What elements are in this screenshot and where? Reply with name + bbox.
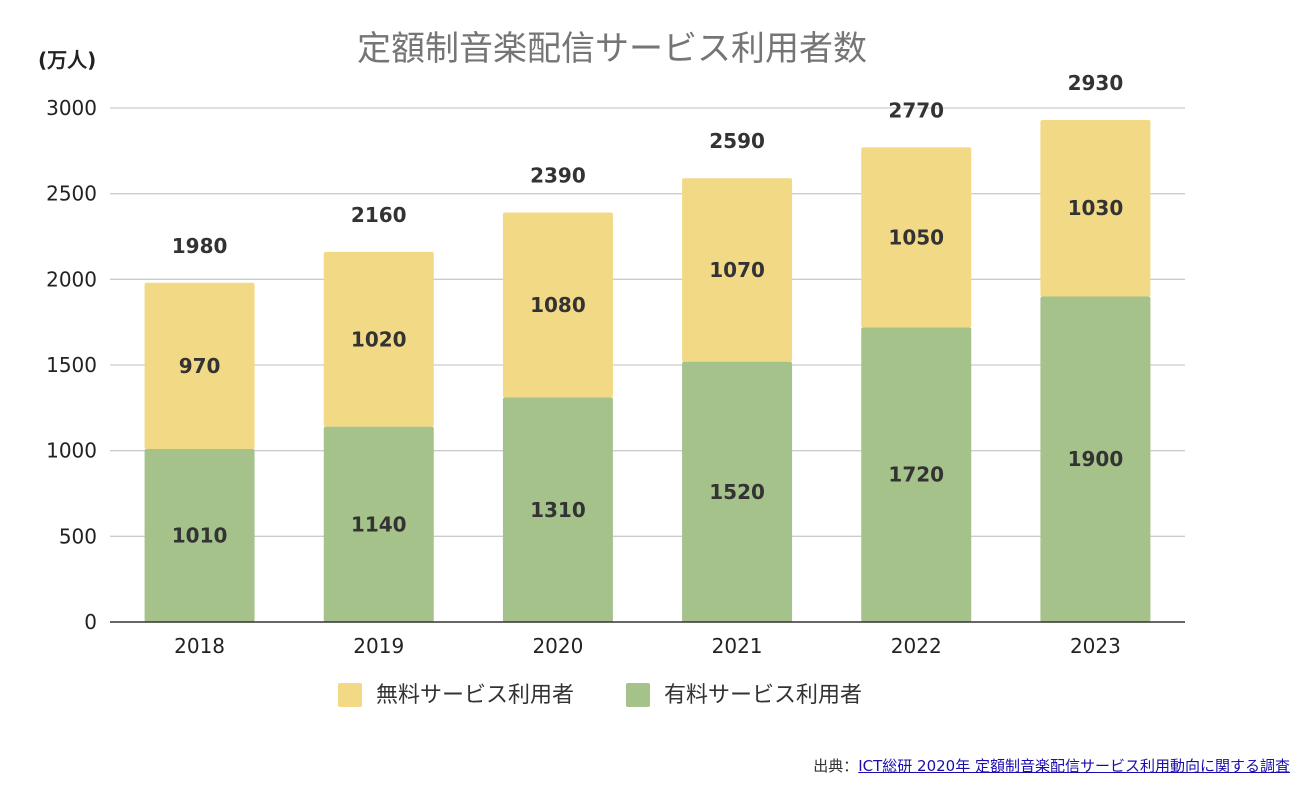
- total-value-label: 2930: [1068, 71, 1124, 95]
- bar-segment-free-2020: [502, 212, 613, 398]
- segment-value-label: 1140: [351, 512, 407, 536]
- bar-segment-paid-2021: [682, 361, 793, 622]
- stacked-bar-chart: 定額制音楽配信サービス利用者数 (万人) 0 500 1000 1500 2000 250…: [38, 29, 1185, 708]
- segment-value-label: 1080: [530, 293, 586, 317]
- segment-value-label: 1900: [1068, 447, 1124, 471]
- x-tick-label: 2022: [891, 634, 942, 658]
- y-tick-label: 1500: [46, 353, 97, 377]
- source-note: 出典：ICT総研 2020年 定額制音楽配信サービス利用動向に関する調査: [813, 755, 1290, 776]
- legend-swatch: [338, 683, 362, 707]
- total-value-label: 2770: [888, 98, 944, 122]
- legend-label: 無料サービス利用者: [376, 683, 574, 708]
- bar-segment-paid-2020: [502, 397, 613, 622]
- source-prefix: 出典：: [813, 757, 859, 775]
- y-axis-unit: (万人): [38, 48, 96, 72]
- total-value-label: 1980: [172, 234, 228, 258]
- y-axis-ticks: 0 500 1000 1500 2000 2500 3000: [46, 96, 97, 634]
- bar-segment-free-2023: [1040, 119, 1151, 297]
- segment-value-label: 1720: [888, 463, 944, 487]
- source-link[interactable]: ICT総研 2020年 定額制音楽配信サービス利用動向に関する調査: [858, 757, 1290, 775]
- x-tick-label: 2023: [1070, 634, 1121, 658]
- segment-value-label: 1310: [530, 498, 586, 522]
- bar-segment-free-2018: [144, 282, 255, 449]
- bar-segment-free-2021: [682, 178, 793, 362]
- bar-segment-free-2019: [323, 251, 434, 427]
- bar-segment-paid-2019: [323, 426, 434, 622]
- x-tick-label: 2020: [532, 634, 583, 658]
- x-axis-ticks: 2018 2019 2020 2021 2022 2023: [174, 634, 1121, 658]
- legend-label: 有料サービス利用者: [664, 683, 862, 708]
- y-tick-label: 1000: [46, 439, 97, 463]
- segment-value-label: 970: [179, 354, 221, 378]
- total-value-label: 2390: [530, 164, 586, 188]
- y-tick-label: 0: [84, 610, 97, 634]
- segment-value-label: 1010: [172, 523, 228, 547]
- segment-value-label: 1070: [709, 258, 765, 282]
- x-tick-label: 2021: [712, 634, 763, 658]
- legend-swatch: [626, 683, 650, 707]
- bar-segment-paid-2022: [861, 327, 972, 622]
- y-tick-label: 500: [59, 524, 97, 548]
- gridlines: [110, 107, 1185, 537]
- bars: 1010 970 1980 1140 1020 2160 1310 1080 2390 1520 1…: [144, 71, 1151, 622]
- segment-value-label: 1050: [888, 225, 944, 249]
- x-tick-label: 2018: [174, 634, 225, 658]
- bar-segment-free-2022: [861, 147, 972, 328]
- legend: 無料サービス利用者 有料サービス利用者: [338, 683, 862, 708]
- bar-segment-paid-2018: [144, 448, 255, 622]
- y-tick-label: 3000: [46, 96, 97, 120]
- total-value-label: 2160: [351, 203, 407, 227]
- segment-value-label: 1030: [1068, 196, 1124, 220]
- total-value-label: 2590: [709, 129, 765, 153]
- bar-segment-paid-2023: [1040, 296, 1151, 622]
- chart-title: 定額制音楽配信サービス利用者数: [357, 29, 867, 69]
- segment-value-label: 1520: [709, 480, 765, 504]
- y-tick-label: 2500: [46, 182, 97, 206]
- x-tick-label: 2019: [353, 634, 404, 658]
- y-tick-label: 2000: [46, 267, 97, 291]
- segment-value-label: 1020: [351, 327, 407, 351]
